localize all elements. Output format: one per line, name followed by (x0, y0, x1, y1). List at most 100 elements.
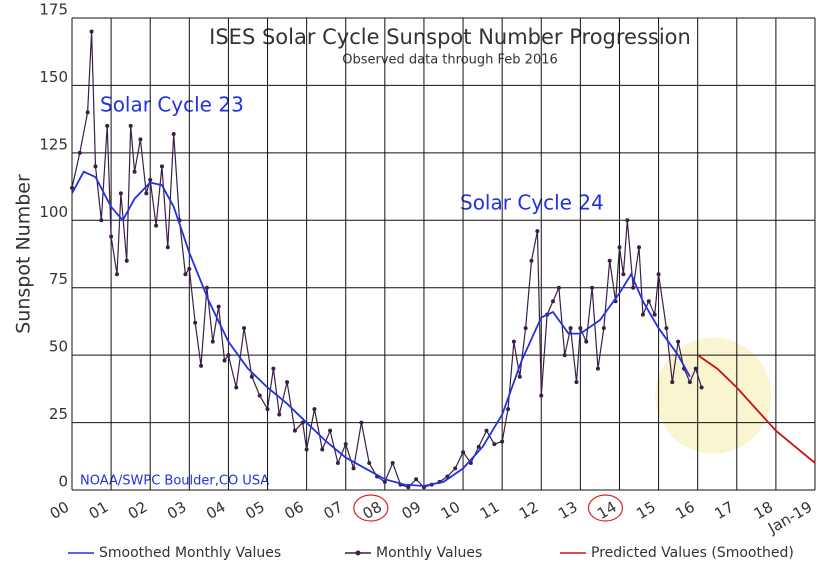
data-point (687, 380, 692, 385)
x-tick-label: 02 (125, 498, 151, 523)
series-line (71, 31, 703, 488)
data-point (99, 218, 104, 223)
data-point (664, 326, 669, 331)
y-axis-label: Sunspot Number (13, 174, 35, 334)
x-tick-label: Jan-19 (764, 498, 815, 538)
data-point (574, 380, 579, 385)
y-tick-label: 25 (49, 405, 68, 423)
data-point (517, 374, 522, 379)
x-tick-label: 05 (242, 498, 268, 523)
data-point (114, 272, 119, 277)
data-point (335, 461, 340, 466)
data-point (584, 339, 589, 344)
data-point (676, 339, 681, 344)
data-point (476, 444, 481, 449)
data-point (187, 266, 192, 271)
data-point (382, 479, 387, 484)
data-point (625, 218, 630, 223)
data-point (234, 385, 239, 390)
data-point (461, 450, 466, 455)
data-point (128, 123, 133, 128)
annotation: NOAA/SWPC Boulder,CO USA (80, 474, 269, 489)
y-tick-label: 75 (49, 270, 68, 288)
x-tick-label: 03 (164, 498, 190, 523)
data-point (367, 461, 372, 466)
data-point (590, 285, 595, 290)
y-tick-label: 100 (39, 203, 68, 221)
data-point (249, 374, 254, 379)
data-point (453, 466, 458, 471)
annotation: Solar Cycle 23 (100, 93, 244, 117)
data-point (183, 272, 188, 277)
data-point (343, 442, 348, 447)
data-point (165, 245, 170, 250)
data-point (199, 363, 204, 368)
data-point (159, 164, 164, 169)
data-point (242, 326, 247, 331)
data-point (320, 447, 325, 452)
legend-item: Smoothed Monthly Values (68, 545, 281, 561)
data-point (148, 177, 153, 182)
data-point (568, 326, 573, 331)
y-tick-label: 150 (39, 68, 68, 86)
y-tick-label: 175 (39, 1, 68, 19)
data-point (271, 366, 276, 371)
x-tick-label: 17 (712, 498, 738, 523)
data-point (226, 353, 231, 358)
data-point (89, 29, 94, 34)
series-line (71, 170, 691, 487)
data-point (359, 420, 364, 425)
data-point (109, 234, 114, 239)
data-point (138, 137, 143, 142)
data-point (222, 358, 227, 363)
data-point (646, 299, 651, 304)
data-point (277, 412, 282, 417)
data-point (312, 407, 317, 412)
x-tick-label: 10 (438, 498, 464, 523)
x-tick-label: 01 (86, 498, 112, 523)
legend-label: Monthly Values (376, 545, 482, 561)
x-tick-label: 06 (281, 498, 307, 523)
data-point (154, 223, 159, 228)
x-tick-label: 04 (203, 498, 229, 523)
x-tick-label: 15 (633, 498, 659, 523)
x-tick-label: 13 (555, 498, 581, 523)
x-tick-label: 07 (320, 498, 346, 523)
data-point (523, 326, 528, 331)
data-point (550, 299, 555, 304)
data-point (304, 447, 309, 452)
annotation: Solar Cycle 24 (460, 191, 604, 215)
data-point (257, 393, 262, 398)
data-point (607, 258, 612, 263)
data-point (93, 164, 98, 169)
data-point (300, 420, 305, 425)
series-line (697, 354, 816, 464)
data-point (621, 272, 626, 277)
data-point (693, 366, 698, 371)
tick-highlight (587, 494, 624, 522)
data-point (699, 385, 704, 390)
data-point (77, 150, 82, 155)
data-point (171, 131, 176, 136)
data-point (210, 339, 215, 344)
chart-title: ISES Solar Cycle Sunspot Number Progress… (209, 25, 691, 49)
data-point (637, 245, 642, 250)
data-point (652, 312, 657, 317)
data-point (390, 461, 395, 466)
data-point (265, 407, 270, 412)
legend-item: Monthly Values (345, 545, 482, 561)
data-point (328, 428, 333, 433)
data-point (70, 185, 74, 190)
data-point (578, 326, 583, 331)
x-tick-label: 12 (516, 498, 542, 523)
grid (71, 17, 816, 491)
data-point (132, 169, 137, 174)
x-tick-label: 00 (47, 498, 73, 523)
data-point (506, 407, 511, 412)
x-tick-label: 11 (477, 498, 503, 523)
data-point (631, 285, 636, 290)
data-point (118, 191, 123, 196)
legend-label: Predicted Values (Smoothed) (591, 545, 794, 561)
data-point (285, 380, 290, 385)
